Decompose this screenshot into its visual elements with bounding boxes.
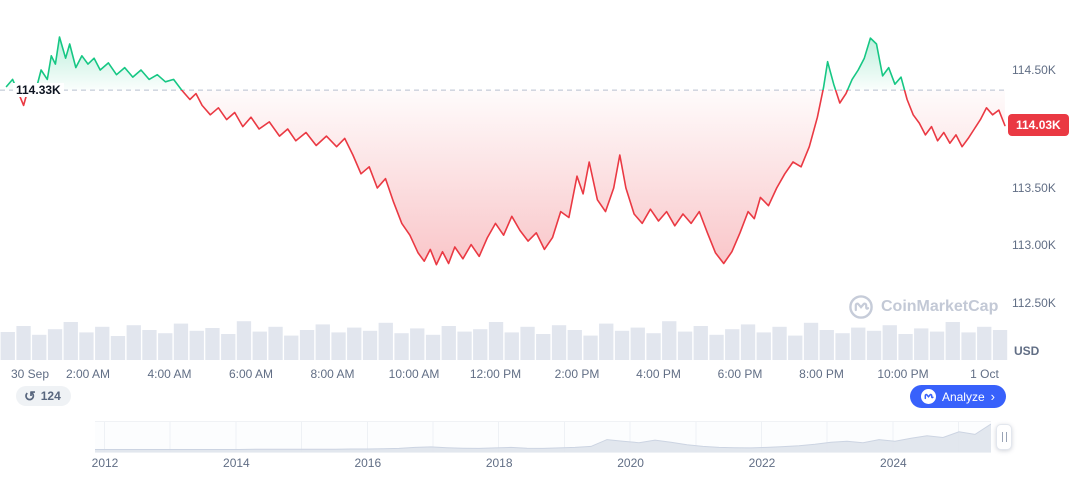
timeline-navigator[interactable] (95, 421, 991, 453)
y-axis-label: 112.50K (1012, 296, 1056, 310)
y-axis-label: 113.00K (1012, 238, 1056, 252)
drag-handle-bar (1005, 432, 1007, 442)
y-axis-label: 113.50K (1012, 181, 1056, 195)
year-tick-label: 2018 (485, 456, 513, 470)
time-tick-label: 8:00 AM (310, 367, 355, 381)
year-tick-label: 2014 (223, 456, 250, 470)
time-tick-label: 10:00 AM (388, 367, 440, 381)
coinmarketcap-logo-icon (849, 295, 873, 319)
history-count: 124 (40, 389, 61, 403)
time-tick-label: 2:00 PM (554, 367, 600, 381)
time-tick-label: 6:00 AM (228, 367, 274, 381)
time-tick-label: 4:00 PM (636, 367, 681, 381)
current-price-badge: 114.03K (1008, 114, 1069, 136)
analyze-label: Analyze (941, 389, 985, 404)
time-tick-label: 30 Sep (10, 367, 50, 381)
year-axis: 2012 2014 2016 2018 2020 2022 2024 (0, 456, 1072, 472)
history-count-button[interactable]: ↺ 124 (16, 386, 71, 406)
time-axis: 30 Sep 2:00 AM 4:00 AM 6:00 AM 8:00 AM 10:00 … (0, 367, 1008, 383)
time-tick-label: 1 Oct (970, 367, 999, 381)
time-tick-label: 8:00 PM (799, 367, 844, 381)
price-chart-svg[interactable] (0, 0, 1072, 362)
watermark-text: CoinMarketCap (881, 298, 999, 315)
coinmarketcap-badge-icon (920, 389, 936, 404)
navigator-mini-chart (95, 423, 991, 452)
drag-handle-bar (1001, 432, 1003, 442)
currency-unit-label: USD (1014, 344, 1040, 358)
year-tick-label: 2020 (617, 456, 644, 470)
y-axis-label: 114.50K (1012, 63, 1056, 77)
analyze-button[interactable]: Analyze › (909, 385, 1006, 408)
time-tick-label: 6:00 PM (717, 367, 763, 381)
history-icon: ↺ (24, 388, 36, 404)
year-tick-label: 2022 (748, 456, 776, 470)
time-tick-label: 10:00 PM (877, 367, 929, 381)
chevron-right-icon: › (990, 389, 995, 404)
year-tick-label: 2016 (354, 456, 382, 470)
navigator-drag-handle[interactable] (996, 424, 1012, 450)
coinmarketcap-watermark: CoinMarketCap (848, 294, 998, 320)
time-tick-label: 2:00 AM (65, 367, 111, 381)
time-tick-label: 4:00 AM (147, 367, 192, 381)
year-tick-label: 2024 (880, 456, 907, 470)
time-tick-label: 12:00 PM (469, 367, 522, 381)
baseline-price-label: 114.33K (13, 83, 64, 97)
year-tick-label: 2012 (91, 456, 119, 470)
